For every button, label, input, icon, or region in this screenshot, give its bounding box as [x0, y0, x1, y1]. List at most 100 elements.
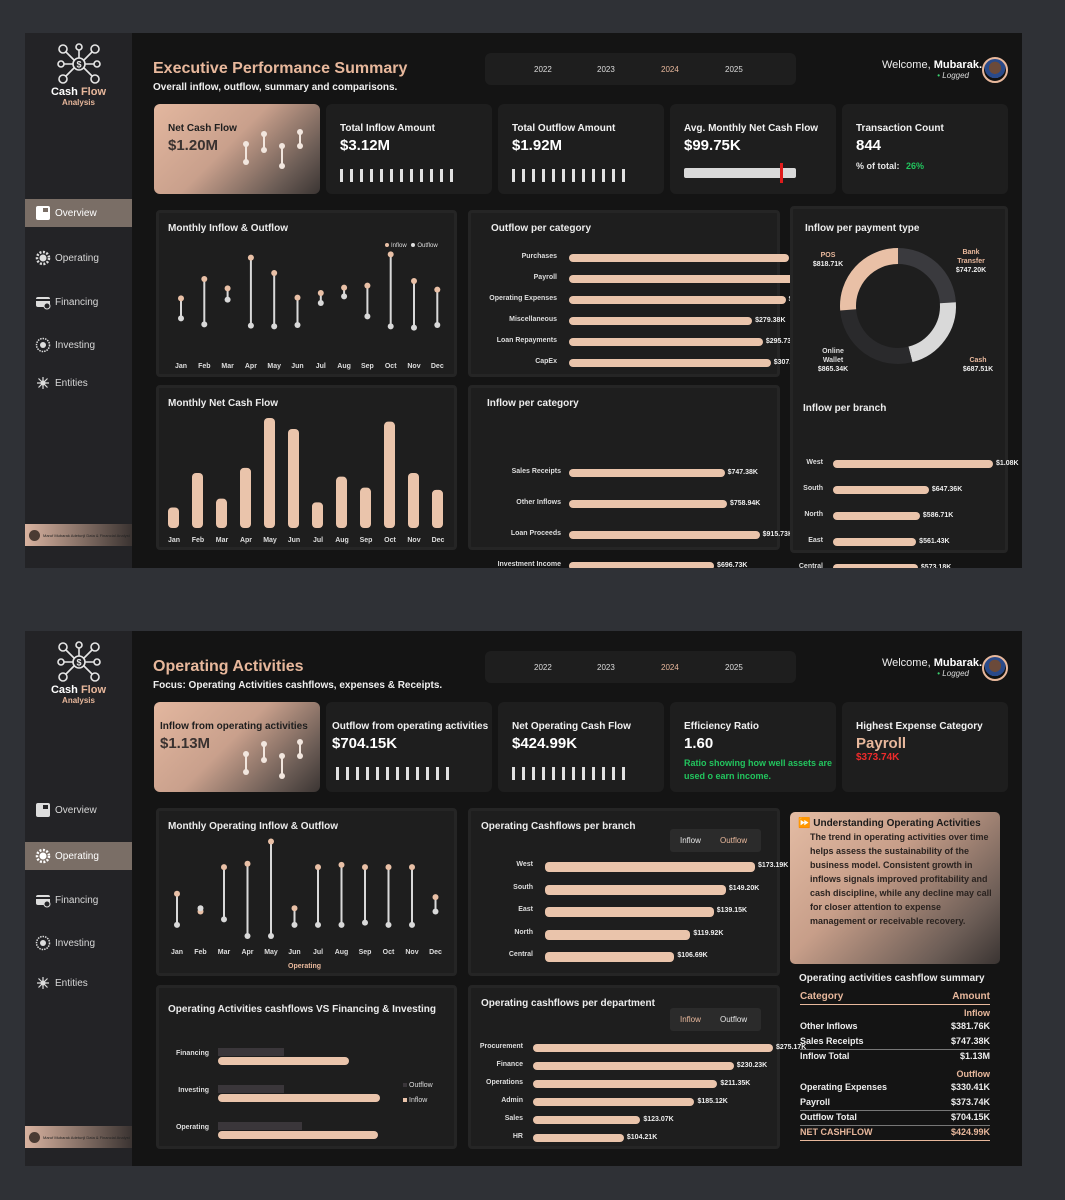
cell-amount: $747.38K — [950, 1036, 990, 1046]
avatar[interactable] — [982, 57, 1008, 83]
section-label: Outflow — [956, 1069, 991, 1079]
x-tick-label: Jun — [288, 949, 300, 956]
outflow-point — [317, 300, 324, 306]
nav-entities[interactable]: Entities — [25, 969, 132, 997]
bar — [569, 562, 715, 568]
table-row: Operating Expenses $330.41K — [800, 1082, 990, 1096]
inflow-point — [294, 294, 301, 301]
toggle-inflow[interactable]: Inflow — [680, 1015, 701, 1024]
bar-value: $647.36K — [931, 486, 963, 493]
x-axis-title: Operating — [288, 963, 322, 970]
brand-title: Cash Flow — [50, 684, 107, 696]
info-card: ⏩ Understanding Operating Activities The… — [790, 812, 1000, 964]
nav-investing[interactable]: Investing — [25, 929, 132, 957]
monthly-inflow-outflow-panel: Monthly Inflow & Outflow Inflow Outflow … — [156, 210, 457, 377]
avatar[interactable] — [982, 655, 1008, 681]
year-slicer: 2022 2023 2024 2025 — [485, 53, 796, 85]
bar — [833, 460, 993, 468]
x-tick-label: Aug — [337, 363, 351, 370]
bar — [833, 564, 918, 568]
inflow-point — [271, 270, 278, 276]
outflow-point — [411, 324, 417, 331]
nav-financing[interactable]: Financing — [25, 288, 132, 316]
gear-dollar-icon — [35, 250, 51, 266]
year-2022[interactable]: 2022 — [534, 663, 552, 672]
bar-value: $696.73K — [717, 562, 748, 568]
dumbbell-chart: Jan Feb Mar Apr May Jun Jul Aug Sep Oct Nov Dec — [171, 838, 442, 956]
bar-label: Admin — [501, 1097, 523, 1104]
table-row: Sales Receipts $747.38K — [800, 1036, 990, 1050]
cell-category: Outflow Total — [800, 1112, 857, 1122]
year-2024[interactable]: 2024 — [661, 65, 679, 74]
cell-category: NET CASHFLOW — [800, 1127, 873, 1137]
legend-inflow: Inflow — [391, 243, 407, 249]
author-avatar — [29, 1131, 40, 1143]
x-tick-label: Aug — [335, 949, 349, 956]
outflow-category-panel: Outflow per category Purchases$334.85KPa… — [468, 210, 847, 377]
bar-value: $106.69K — [677, 952, 708, 959]
inflow-point — [224, 285, 231, 292]
x-tick-label: Jul — [316, 363, 326, 370]
nav-overview[interactable]: Overview — [25, 199, 132, 227]
nav-investing[interactable]: Investing — [25, 331, 132, 359]
kpi-value: $99.75K — [684, 137, 741, 154]
welcome-prefix: Welcome, — [881, 59, 931, 71]
nav-operating[interactable]: Operating — [25, 842, 132, 870]
legend-inflow: Inflow — [403, 1097, 427, 1104]
year-2023[interactable]: 2023 — [597, 65, 615, 74]
x-tick-label: May — [267, 363, 281, 370]
net-cash-bar — [240, 467, 251, 528]
nav-label: Entities — [55, 977, 88, 989]
inflow-bar — [218, 1057, 350, 1065]
bar-value: $211.35K — [720, 1080, 751, 1087]
kpi-transaction-count: Transaction Count 844 % of total: 26% — [842, 104, 1008, 194]
card-icon — [35, 294, 51, 310]
operating-dept-panel: Operating cashflows per department Inflo… — [468, 985, 806, 1149]
outflow-bar — [218, 1085, 285, 1093]
year-2022[interactable]: 2022 — [534, 65, 552, 74]
toggle-outflow[interactable]: Outflow — [720, 1015, 748, 1024]
nav-entities[interactable]: Entities — [25, 369, 132, 397]
toggle-inflow[interactable]: Inflow — [680, 836, 701, 845]
inflow-point — [338, 861, 345, 868]
header-amount: Amount — [952, 991, 990, 1002]
cell-amount: $373.74K — [950, 1097, 990, 1107]
outflow-point — [364, 313, 371, 320]
legend-label: Outflow — [409, 1082, 433, 1089]
bar — [569, 296, 786, 304]
x-tick-label: Feb — [192, 537, 204, 544]
year-2025[interactable]: 2025 — [725, 65, 743, 74]
x-tick-label: Dec — [429, 949, 442, 956]
outflow-point — [341, 293, 348, 300]
year-slicer: 2022 2023 2024 2025 — [485, 651, 796, 683]
year-2025[interactable]: 2025 — [725, 663, 743, 672]
kpi-value: $3.12M — [340, 137, 391, 154]
cell-category: Payroll — [800, 1097, 831, 1107]
inflow-point — [364, 282, 371, 289]
net-cash-bar — [336, 476, 347, 528]
sparkline — [512, 767, 625, 780]
outflow-bar — [218, 1048, 285, 1056]
year-2024[interactable]: 2024 — [661, 663, 679, 672]
toggle-outflow[interactable]: Outflow — [720, 836, 748, 845]
nav-label: Operating — [55, 252, 99, 264]
bar-label: Operating — [175, 1124, 209, 1131]
bar-label: Sales Receipts — [511, 468, 561, 475]
inflow-point — [174, 890, 180, 897]
nav-financing[interactable]: Financing — [25, 886, 132, 914]
panel-title: Inflow per category — [487, 398, 579, 409]
bar-value: $307.70K — [773, 359, 805, 366]
bar — [533, 1116, 641, 1124]
year-2023[interactable]: 2023 — [597, 663, 615, 672]
nav-operating[interactable]: Operating — [25, 244, 132, 272]
nav-overview[interactable]: Overview — [25, 796, 132, 824]
donut-label: Cash — [969, 357, 986, 364]
bar-label: Finance — [496, 1061, 523, 1068]
lollipop-icon — [243, 739, 303, 779]
bar-value: $275.17K — [776, 1044, 807, 1051]
bar-label: Investment Income — [497, 561, 561, 568]
kpi-label: Outflow from operating activities — [332, 721, 489, 732]
brand-subtitle: Analysis — [62, 696, 95, 705]
bar-label: Central — [508, 951, 533, 958]
x-tick-label: Jun — [288, 537, 300, 544]
